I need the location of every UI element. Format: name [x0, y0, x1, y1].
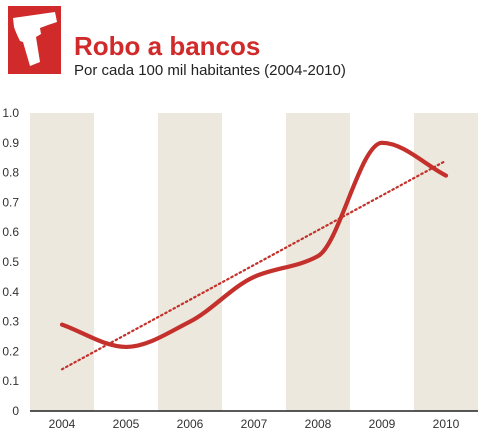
x-tick-label: 2008	[305, 417, 332, 431]
x-tick-label: 2004	[49, 417, 76, 431]
y-tick-label: 0.8	[2, 166, 19, 180]
column-band	[414, 113, 478, 411]
y-tick-label: 0.1	[2, 374, 19, 388]
x-tick-label: 2009	[369, 417, 396, 431]
x-tick-label: 2005	[113, 417, 140, 431]
pistol-icon-group	[8, 6, 61, 74]
y-tick-label: 1.0	[2, 106, 19, 120]
chart-title: Robo a bancos	[74, 31, 260, 61]
y-axis-ticks: 0 0.1 0.2 0.3 0.4 0.5 0.6 0.7 0.8 0.9 1.0	[2, 106, 19, 418]
x-tick-label: 2007	[241, 417, 268, 431]
x-axis-ticks: 2004 2005 2006 2007 2008 2009 2010	[49, 417, 460, 431]
series-line	[59, 140, 449, 350]
x-tick-label: 2006	[177, 417, 204, 431]
y-tick-label: 0	[12, 404, 19, 418]
column-band	[286, 113, 350, 411]
y-tick-label: 0.9	[2, 136, 19, 150]
y-tick-label: 0.5	[2, 255, 19, 269]
column-band	[158, 113, 222, 411]
y-tick-label: 0.2	[2, 344, 19, 358]
column-bands	[30, 113, 478, 411]
chart-subtitle: Por cada 100 mil habitantes (2004-2010)	[74, 62, 346, 79]
y-tick-label: 0.6	[2, 225, 19, 239]
column-band	[30, 113, 94, 411]
y-tick-label: 0.4	[2, 285, 19, 299]
x-tick-label: 2010	[433, 417, 460, 431]
y-tick-label: 0.7	[2, 195, 19, 209]
pistol-icon	[13, 12, 57, 66]
y-tick-label: 0.3	[2, 315, 19, 329]
trend-line	[60, 159, 448, 371]
